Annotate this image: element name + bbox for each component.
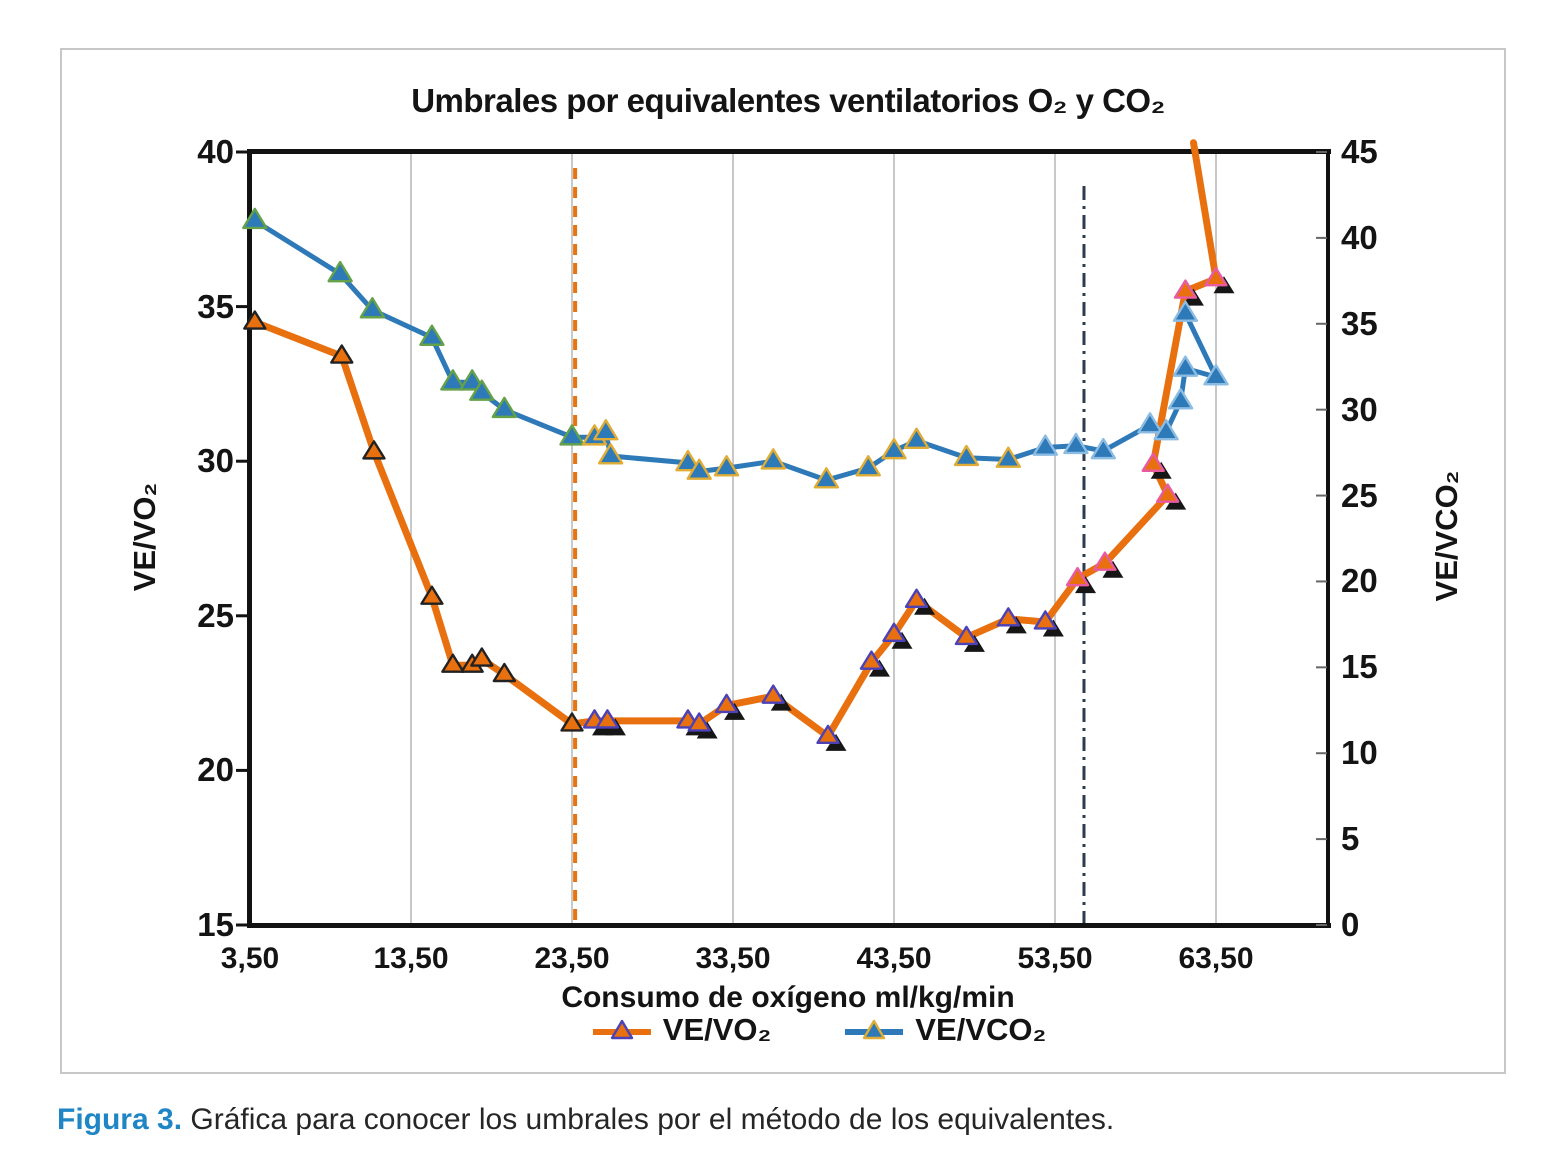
tick-label: 30 [1341, 390, 1378, 428]
tick-label: 33,50 [695, 942, 771, 975]
chart-title: Umbrales por equivalentes ventilatorios … [411, 82, 1165, 119]
tick-label: 5 [1341, 820, 1360, 858]
tick-label: 15 [1341, 648, 1378, 686]
tick-label: 35 [1341, 304, 1378, 342]
x-axis-title: Consumo de oxígeno ml/kg/min [561, 981, 1015, 1014]
caption-text: Gráfica para conocer los umbrales por el… [182, 1103, 1115, 1136]
tick-label: 23,50 [534, 942, 610, 975]
tick-label: 43,50 [856, 942, 932, 975]
tick-label: 40 [197, 133, 234, 170]
tick-label: 25 [1341, 476, 1378, 514]
tick-label: 35 [197, 287, 234, 325]
legend: VE/VO₂ VE/VCO₂ [250, 1012, 1327, 1048]
tick-label: 0 [1341, 906, 1360, 943]
caption-label: Figura 3. [57, 1103, 183, 1136]
figure-frame [60, 48, 1506, 1074]
tick-label: 40 [1341, 218, 1378, 256]
legend-marker-vevo2-icon [592, 1019, 651, 1040]
legend-item-vevo2: VE/VO₂ [591, 1012, 772, 1048]
legend-label-vevco2: VE/VCO₂ [915, 1012, 1047, 1047]
tick-label: 25 [197, 596, 234, 634]
tick-label: 45 [1341, 133, 1378, 170]
tick-label: 30 [197, 442, 234, 480]
tick-label: 20 [197, 751, 234, 789]
tick-label: 15 [197, 906, 234, 943]
tick-label: 10 [1341, 734, 1378, 772]
y-axis-left-title: VE/VO₂ [127, 482, 162, 592]
y-axis-right-title: VE/VCO₂ [1429, 470, 1464, 602]
tick-label: 13,50 [373, 942, 449, 975]
tick-label: 20 [1341, 562, 1378, 600]
legend-item-vevco2: VE/VCO₂ [843, 1012, 1046, 1048]
legend-label-vevo2: VE/VO₂ [662, 1012, 772, 1047]
figure-caption: Figura 3. Gráfica para conocer los umbra… [57, 1103, 1517, 1137]
tick-label: 3,50 [220, 942, 280, 975]
tick-label: 63,50 [1178, 942, 1254, 975]
legend-marker-vevco2-icon [845, 1019, 904, 1040]
tick-label: 53,50 [1017, 942, 1093, 975]
